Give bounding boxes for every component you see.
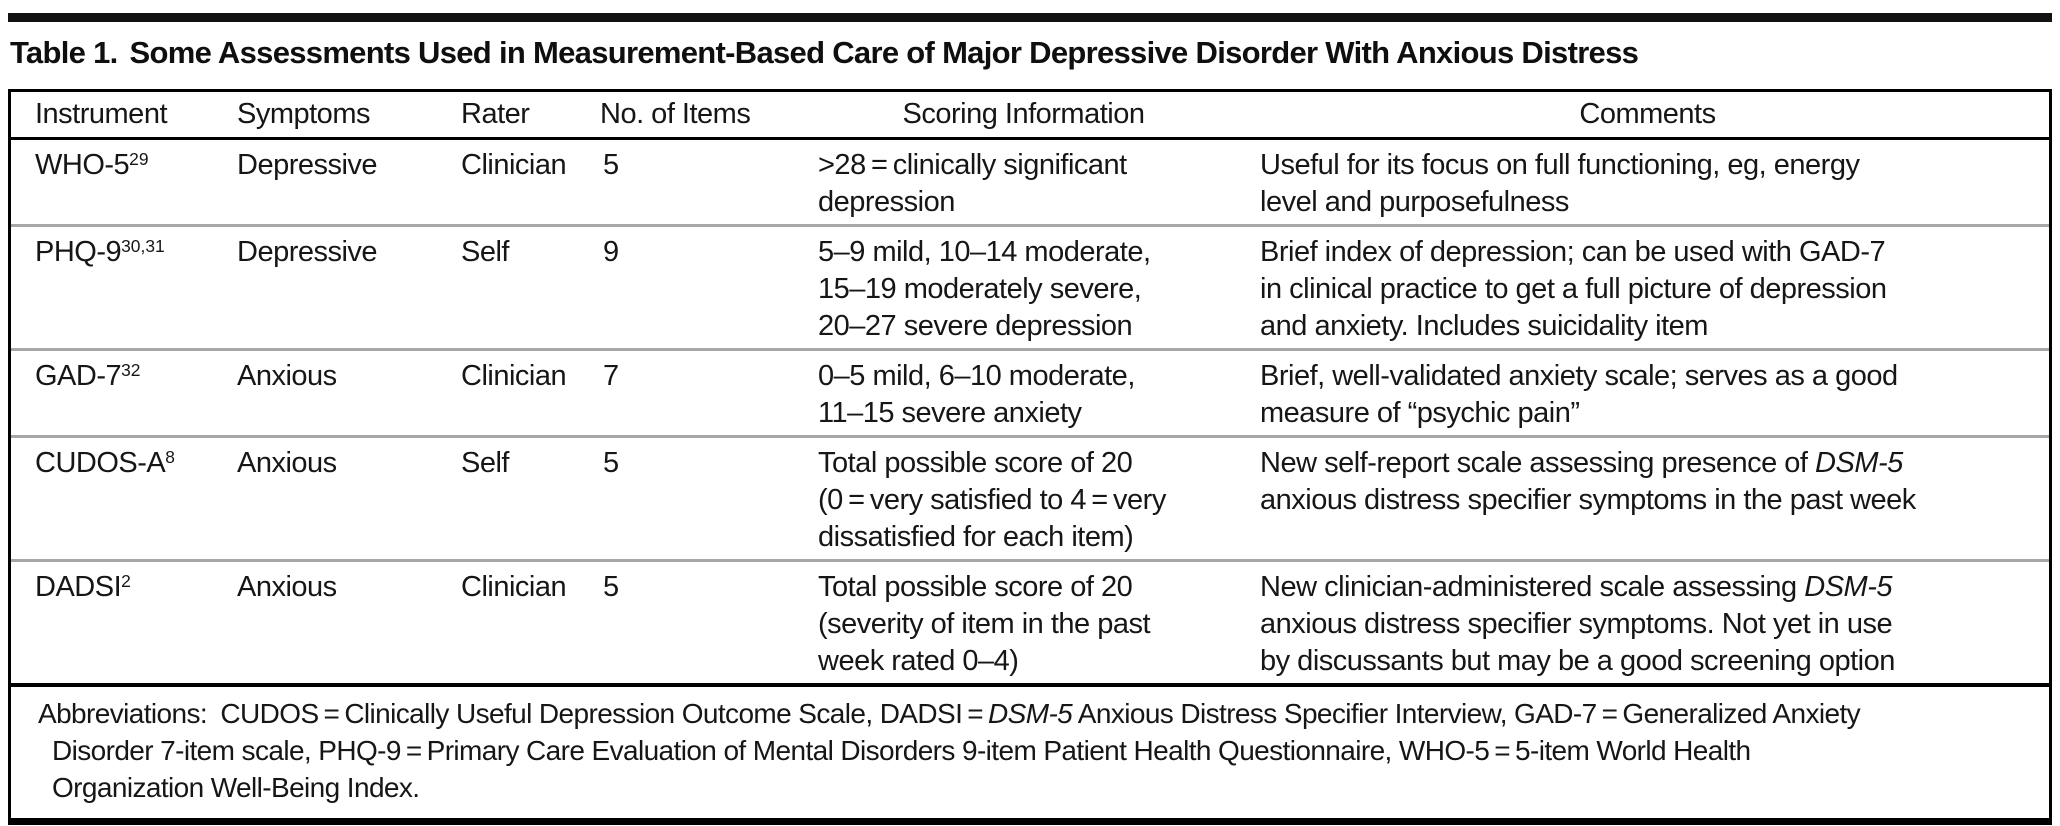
column-header-instrument: Instrument — [11, 92, 226, 140]
table-row: WHO-529 Depressive Clinician 5 >28 = cli… — [11, 139, 2049, 226]
cell-symptoms: Depressive — [237, 149, 378, 181]
top-rule — [8, 13, 2052, 22]
cell-instrument: PHQ-930,31 — [11, 224, 226, 350]
table-number-label: Table 1. — [10, 35, 118, 70]
cell-symptoms: Anxious — [226, 435, 451, 561]
table-row: GAD-732 Anxious Clinician 7 0–5 mild, 6–… — [11, 348, 2049, 437]
cell-symptoms: Anxious — [226, 348, 451, 437]
cell-scoring: >28 = clinically significant depression — [818, 149, 1127, 218]
cell-comments: Brief index of depression; can be used w… — [1246, 224, 2049, 350]
cell-scoring: 5–9 mild, 10–14 moderate, 15–19 moderatel… — [801, 224, 1246, 350]
column-header-rater: Rater — [451, 92, 586, 140]
cell-instrument: CUDOS-A8 — [11, 435, 226, 561]
cell-items: 5 — [586, 435, 801, 561]
cell-instrument: DADSI2 — [11, 559, 226, 683]
column-header-scoring: Scoring Information — [801, 92, 1246, 140]
cell-scoring: Total possible score of 20 (0 = very sati… — [801, 435, 1246, 561]
header-row: Instrument Symptoms Rater No. of Items S… — [11, 92, 2049, 140]
cell-rater: Self — [451, 224, 586, 350]
cell-comments: Brief, well-validated anxiety scale; ser… — [1246, 348, 2049, 437]
cell-symptoms: Anxious — [226, 559, 451, 683]
cell-items: 9 — [586, 224, 801, 350]
column-header-comments: Comments — [1246, 92, 2049, 140]
abbreviations-footnote: Abbreviations: CUDOS = Clinically Useful… — [11, 683, 2049, 818]
table-title-text: Some Assessments Used in Measurement-Bas… — [129, 35, 1639, 70]
cell-instrument: GAD-732 — [11, 348, 226, 437]
cell-scoring: 0–5 mild, 6–10 moderate, 11–15 severe anx… — [801, 348, 1246, 437]
cell-symptoms: Depressive — [226, 224, 451, 350]
table-row: DADSI2 Anxious Clinician 5 Total possibl… — [11, 559, 2049, 683]
cell-instrument: WHO-529 — [35, 149, 149, 181]
cell-items: 7 — [586, 348, 801, 437]
cell-comments: New self-report scale assessing presence… — [1246, 435, 2049, 561]
cell-comments: New clinician-administered scale assessi… — [1246, 559, 2049, 683]
cell-scoring: Total possible score of 20 (severity of i… — [801, 559, 1246, 683]
cell-items: 5 — [603, 149, 619, 181]
table-row: CUDOS-A8 Anxious Self 5 Total possible s… — [11, 435, 2049, 561]
column-header-symptoms: Symptoms — [226, 92, 451, 140]
cell-rater: Clinician — [461, 149, 567, 181]
column-header-items: No. of Items — [586, 92, 801, 140]
assessments-table-box: Instrument Symptoms Rater No. of Items S… — [8, 89, 2052, 825]
table-row: PHQ-930,31 Depressive Self 9 5–9 mild, 1… — [11, 224, 2049, 350]
journal-table-figure: Table 1. Some Assessments Used in Measure… — [0, 13, 2060, 825]
assessments-table: Instrument Symptoms Rater No. of Items S… — [11, 92, 2049, 683]
cell-rater: Self — [451, 435, 586, 561]
cell-rater: Clinician — [451, 559, 586, 683]
cell-items: 5 — [586, 559, 801, 683]
cell-rater: Clinician — [451, 348, 586, 437]
table-title: Table 1. Some Assessments Used in Measure… — [10, 34, 2052, 72]
cell-comments: Useful for its focus on full functioning… — [1260, 149, 1860, 218]
